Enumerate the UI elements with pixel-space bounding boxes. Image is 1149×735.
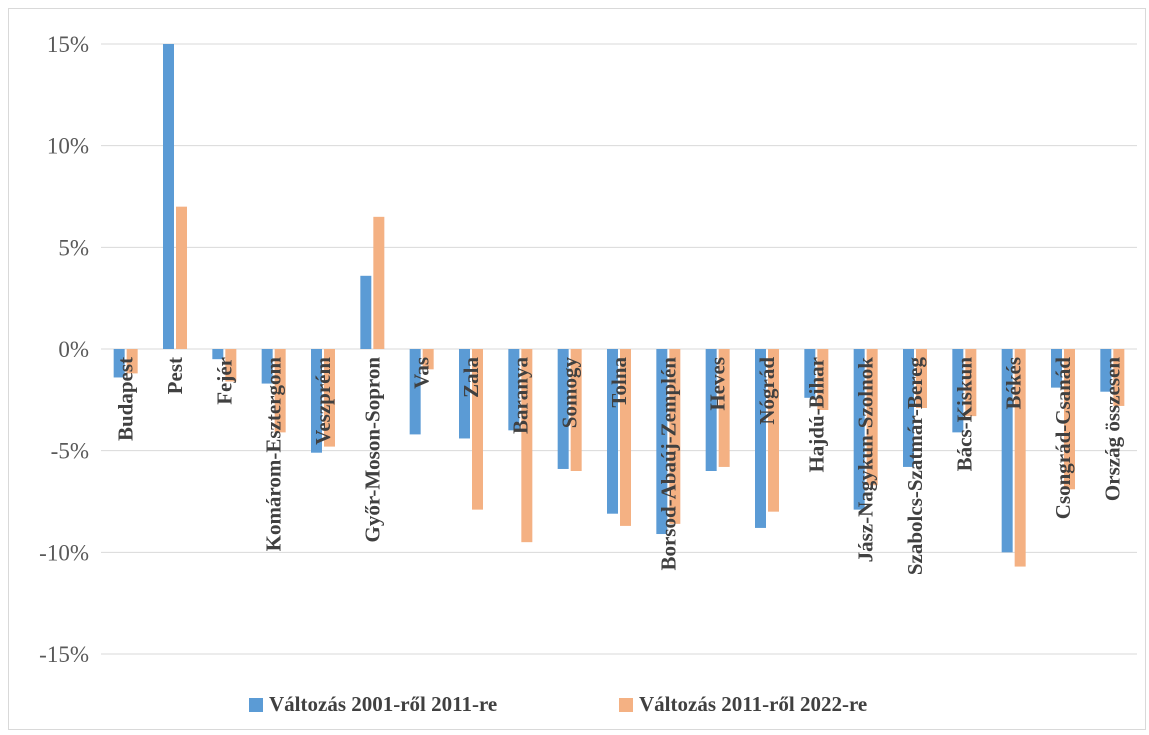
y-tick-label: -15% bbox=[39, 642, 89, 667]
gridlines bbox=[101, 43, 1137, 655]
bar-series-1-13 bbox=[755, 349, 766, 528]
category-label: Győr-Moson-Sopron bbox=[360, 357, 384, 543]
bar-series-1-6 bbox=[409, 349, 421, 435]
bar-series-2-18 bbox=[1014, 349, 1026, 567]
category-label: Borsod-Abaúj-Zemplén bbox=[656, 357, 680, 571]
y-axis-tick-labels: 15% 10% 5% 0% -5% -10% -15% bbox=[39, 32, 89, 667]
bar-series-2-20 bbox=[1113, 349, 1125, 406]
bar-series-1-1 bbox=[163, 44, 174, 349]
bar-series-1-7 bbox=[459, 349, 470, 439]
bar-series-1-0 bbox=[113, 349, 125, 378]
bars bbox=[113, 44, 1125, 567]
category-label: Bács-Kiskun bbox=[952, 357, 976, 472]
bar-series-1-5 bbox=[360, 275, 372, 349]
bar-series-1-9 bbox=[557, 349, 569, 469]
bar-series-2-12 bbox=[718, 349, 730, 467]
category-label: Nógrád bbox=[755, 357, 779, 425]
bar-series-2-3 bbox=[274, 349, 286, 433]
bar-series-2-6 bbox=[422, 349, 434, 370]
y-tick-label: 0% bbox=[58, 337, 89, 362]
category-label: Pest bbox=[163, 357, 187, 394]
bar-series-1-14 bbox=[804, 349, 816, 398]
category-label: Csongrád-Csanád bbox=[1051, 357, 1075, 520]
category-label: Baranya bbox=[508, 357, 532, 435]
category-label: Komárom-Esztergom bbox=[262, 357, 286, 552]
category-label: Hajdú-Bihar bbox=[804, 357, 828, 473]
category-label: Budapest bbox=[114, 357, 138, 441]
bar-series-1-12 bbox=[705, 349, 717, 471]
y-tick-label: -5% bbox=[51, 439, 89, 464]
category-label: Tolna bbox=[607, 357, 631, 408]
bar-series-2-11 bbox=[669, 349, 681, 524]
chart-container: 15% 10% 5% 0% -5% -10% -15% Budapest Pest Fejér K… bbox=[8, 8, 1146, 730]
bar-series-2-16 bbox=[916, 349, 927, 408]
category-label: Zala bbox=[459, 357, 483, 398]
bar-series-1-20 bbox=[1100, 349, 1112, 392]
bar-series-2-9 bbox=[570, 349, 582, 471]
category-label: Veszprém bbox=[311, 357, 335, 445]
category-label: Ország összesen bbox=[1100, 357, 1124, 501]
bar-series-1-8 bbox=[508, 349, 520, 431]
bar-series-1-4 bbox=[311, 349, 322, 453]
bar-series-2-7 bbox=[472, 349, 483, 510]
bar-series-1-11 bbox=[656, 349, 668, 535]
category-label: Békés bbox=[1002, 357, 1026, 410]
bar-series-1-16 bbox=[903, 349, 914, 467]
legend-swatch-series-1 bbox=[249, 698, 263, 712]
bar-series-1-18 bbox=[1001, 349, 1013, 553]
bar-series-2-5 bbox=[373, 216, 385, 349]
legend: Változás 2001-ről 2011-re Változás 2011-… bbox=[249, 692, 867, 716]
legend-label-series-2: Változás 2011-ről 2022-re bbox=[639, 692, 867, 716]
bar-chart: 15% 10% 5% 0% -5% -10% -15% Budapest Pest Fejér K… bbox=[39, 32, 1137, 716]
bar-series-1-15 bbox=[853, 349, 865, 510]
bar-series-2-14 bbox=[817, 349, 829, 410]
category-label: Heves bbox=[706, 357, 730, 411]
bar-series-2-1 bbox=[176, 206, 187, 349]
bar-series-2-2 bbox=[225, 349, 237, 382]
bar-series-2-0 bbox=[126, 349, 138, 374]
category-label: Szabolcs-Szatmár-Bereg bbox=[903, 357, 927, 576]
bar-series-2-15 bbox=[866, 349, 878, 486]
bar-series-1-17 bbox=[952, 349, 964, 433]
y-tick-label: -10% bbox=[39, 540, 89, 565]
y-tick-label: 5% bbox=[58, 235, 89, 260]
legend-label-series-1: Változás 2001-ről 2011-re bbox=[269, 692, 497, 716]
bar-series-2-8 bbox=[521, 349, 533, 543]
category-label: Jász-Nagykun-Szolnok bbox=[854, 357, 878, 563]
bar-series-1-2 bbox=[212, 349, 224, 360]
bar-series-2-10 bbox=[620, 349, 631, 526]
bar-series-1-19 bbox=[1051, 349, 1062, 388]
bar-series-2-17 bbox=[965, 349, 977, 417]
category-labels: Budapest Pest Fejér Komárom-Esztergom Veszpr… bbox=[114, 357, 1125, 576]
bar-series-2-13 bbox=[768, 349, 779, 512]
bar-series-2-4 bbox=[324, 349, 335, 447]
y-tick-label: 15% bbox=[47, 32, 89, 57]
category-label: Fejér bbox=[212, 357, 236, 405]
category-label: Somogy bbox=[558, 357, 582, 429]
bar-series-1-10 bbox=[607, 349, 618, 514]
bar-series-2-19 bbox=[1064, 349, 1075, 490]
category-label: Vas bbox=[410, 357, 434, 389]
bar-series-1-3 bbox=[261, 349, 273, 384]
y-tick-label: 10% bbox=[47, 134, 89, 159]
legend-swatch-series-2 bbox=[619, 698, 633, 712]
